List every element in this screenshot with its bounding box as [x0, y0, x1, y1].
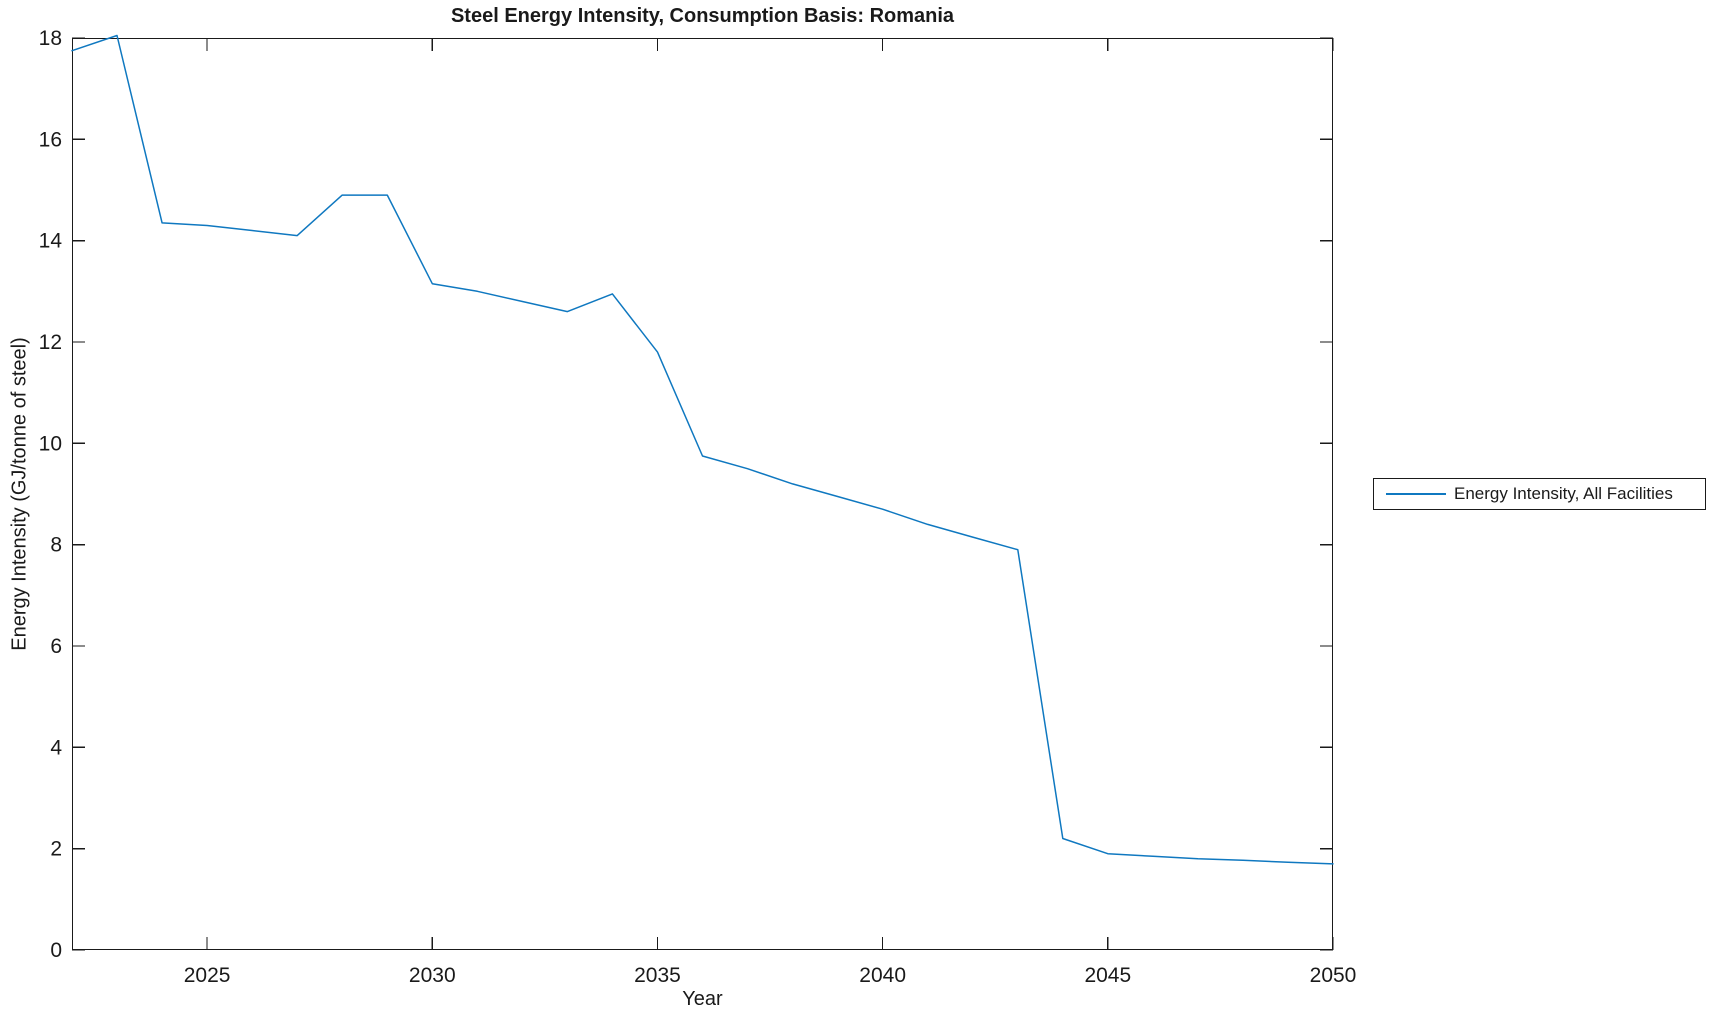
legend: Energy Intensity, All Facilities: [1373, 478, 1706, 510]
legend-line-sample-icon: [1386, 493, 1446, 495]
y-tick-label: 2: [50, 838, 62, 861]
x-axis-label: Year: [682, 988, 723, 1010]
x-tick-label: 2045: [1084, 964, 1131, 987]
x-tick-label: 2040: [859, 964, 906, 987]
plot-border: [71, 37, 1334, 951]
x-tick-label: 2030: [409, 964, 456, 987]
x-tick-label: 2025: [184, 964, 231, 987]
y-axis-label: Energy Intensity (GJ/tonne of steel): [8, 337, 31, 651]
x-tick-label: 2050: [1310, 964, 1357, 987]
y-tick-label: 14: [39, 230, 63, 253]
x-tick-label: 2035: [634, 964, 681, 987]
y-tick-label: 0: [50, 939, 62, 962]
y-tick-label: 6: [50, 635, 62, 658]
legend-item-label: Energy Intensity, All Facilities: [1454, 484, 1673, 503]
y-tick-label: 8: [50, 534, 62, 557]
y-tick-label: 16: [39, 128, 62, 151]
y-tick-label: 10: [39, 432, 62, 455]
y-tick-label: 12: [39, 331, 62, 354]
y-tick-label: 18: [39, 27, 62, 50]
y-tick-label: 4: [50, 736, 62, 759]
data-line-energy-intensity: [71, 34, 1334, 865]
chart-title: Steel Energy Intensity, Consumption Basi…: [450, 5, 955, 27]
